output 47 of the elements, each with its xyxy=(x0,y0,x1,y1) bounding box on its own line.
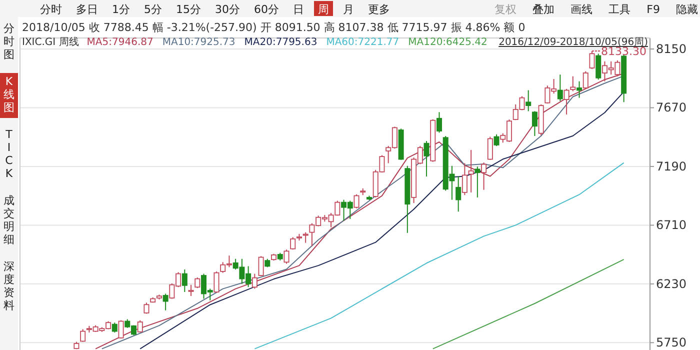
candlestick xyxy=(436,112,442,134)
annotation: 2016/12/09-2018/10/05(96周) xyxy=(498,37,648,48)
candlestick xyxy=(80,328,86,342)
candlestick xyxy=(424,140,430,178)
candlestick xyxy=(456,176,462,212)
candlestick xyxy=(258,256,264,277)
sidebar: 分时图 K线图 TICK 成交明细 深度资料 xyxy=(0,17,18,350)
text: MA20:7795.63 xyxy=(244,37,318,48)
candlestick xyxy=(182,268,188,293)
candlestick xyxy=(487,136,493,160)
chart-title: 2018/10/05 收 7788.45 幅 -3.21%(-257.90) 开 8091.50 高 8107.38 低 7715.97 振 4.86% 额 0 xyxy=(22,21,526,34)
candlestick xyxy=(462,162,468,196)
chart-subtitle: IXIC.GI 周线 xyxy=(22,36,79,48)
candlestick xyxy=(214,270,220,294)
candlestick xyxy=(494,134,500,147)
y-tick-label: 6230 xyxy=(656,276,687,291)
candlestick xyxy=(252,273,258,290)
candlestick xyxy=(137,320,143,334)
text: MA10:7925.73 xyxy=(162,37,236,48)
candlestick xyxy=(532,110,538,137)
candlestick xyxy=(526,90,532,112)
y-tick-label: 5750 xyxy=(656,336,687,350)
candlestick xyxy=(564,88,570,115)
text: MA5:7946.87 xyxy=(86,37,154,48)
candlestick xyxy=(570,76,576,92)
y-tick-label: 7190 xyxy=(656,159,687,174)
y-tick-label: 8150 xyxy=(656,42,687,56)
candlestick xyxy=(194,276,200,289)
text: MA120:6425.42 xyxy=(408,37,488,48)
toolbar: 分时 多日 1分 5分 15分 30分 60分 日 周 月 更多 复权 叠加 画线 工具 F9 隐藏 xyxy=(0,0,700,17)
y-tick-label: 6710 xyxy=(656,218,687,232)
candlestick xyxy=(284,249,290,264)
candlestick xyxy=(290,236,296,250)
candlestick xyxy=(468,149,474,193)
candlestick xyxy=(162,293,168,311)
candlestick xyxy=(112,322,118,334)
candlestick xyxy=(576,80,582,98)
candlestick xyxy=(596,53,602,80)
candlestick xyxy=(354,194,360,209)
text: MA60:7221.77 xyxy=(326,37,400,48)
candlestick xyxy=(481,162,487,190)
candlestick xyxy=(582,70,588,90)
candlestick xyxy=(474,166,480,198)
candlestick xyxy=(557,74,563,102)
candlestick xyxy=(118,320,124,339)
candlestick xyxy=(188,284,194,297)
y-tick-label: 7670 xyxy=(656,100,687,115)
